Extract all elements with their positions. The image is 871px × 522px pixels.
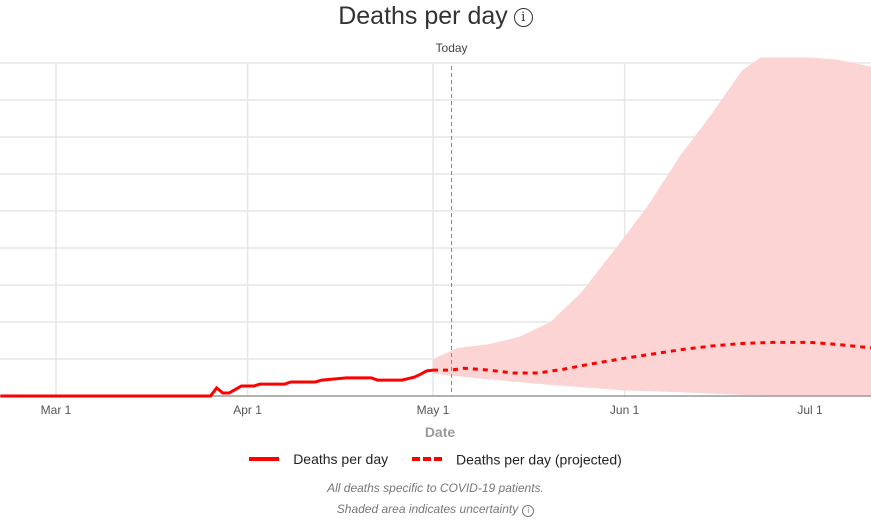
info-icon[interactable]: i [513,8,533,27]
x-tick-label: Mar 1 [41,403,72,417]
x-tick-label: Apr 1 [233,403,262,417]
series-line [0,368,434,398]
chart: Mar 1 Apr 1 May 1 Jun 1 Jul 1 Today Date [0,41,871,440]
legend-swatch-dashed [412,457,443,462]
today-label: Today [436,41,468,55]
x-axis-label: Date [425,424,456,440]
x-tick-label: Jun 1 [610,403,640,417]
legend-label: Deaths per day (projected) [456,451,622,468]
legend: Deaths per day Deaths per day (projected… [0,450,871,467]
info-icon[interactable]: i [522,505,535,517]
legend-swatch-solid [249,457,280,462]
x-tick-label: May 1 [417,403,450,417]
chart-title: Deaths per day i [0,2,871,31]
legend-label: Deaths per day [293,451,389,468]
series-line [433,340,871,375]
x-tick-label: Jul 1 [797,403,823,417]
note: All deaths specific to COVID-19 patients… [327,481,544,495]
uncertainty-band [433,57,871,396]
note: Shaded area indicates uncertainty i [0,502,871,517]
